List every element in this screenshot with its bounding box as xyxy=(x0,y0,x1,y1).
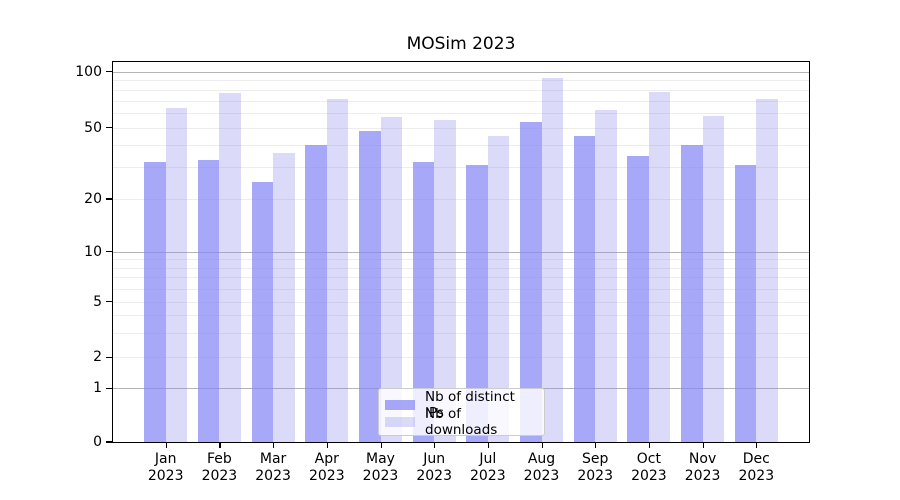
x-tick-mark xyxy=(326,442,328,448)
x-tick-mark xyxy=(595,442,597,448)
grid-line-minor xyxy=(112,277,810,279)
x-tick-label: Apr 2023 xyxy=(308,450,345,484)
x-tick-label: Jun 2023 xyxy=(416,450,452,484)
x-tick-label: Dec 2023 xyxy=(738,450,775,484)
bar-downloads xyxy=(380,117,402,443)
bar-downloads xyxy=(273,153,295,443)
y-tick-mark xyxy=(106,387,112,389)
grid-line-minor xyxy=(112,259,810,261)
legend-swatch-distinct-ips xyxy=(385,400,415,410)
bar-downloads xyxy=(487,135,510,443)
bar-downloads xyxy=(219,92,241,443)
bar-distinct-ips xyxy=(359,130,381,443)
x-tick-label: Oct 2023 xyxy=(631,450,667,484)
y-tick-mark xyxy=(106,198,112,200)
bar-distinct-ips xyxy=(144,162,166,443)
x-tick-mark xyxy=(648,442,651,448)
bar-distinct-ips xyxy=(627,155,649,443)
y-tick-mark xyxy=(106,301,112,303)
bar-distinct-ips xyxy=(734,164,757,443)
y-tick-label: 5 xyxy=(93,293,102,310)
bar-downloads xyxy=(702,115,725,443)
y-tick-label: 2 xyxy=(93,349,102,366)
legend-label-downloads: Nb of downloads xyxy=(425,406,498,438)
grid-line-major xyxy=(112,71,810,73)
bar-downloads xyxy=(541,77,563,443)
grid-line-major xyxy=(112,251,810,253)
y-tick-label: 50 xyxy=(84,119,102,136)
grid-line-minor xyxy=(112,199,810,200)
bar-distinct-ips xyxy=(466,164,488,443)
y-tick-label: 0 xyxy=(93,434,102,450)
x-tick-label: Sep 2023 xyxy=(577,450,613,484)
bar-distinct-ips xyxy=(251,181,274,443)
grid-line-minor xyxy=(112,113,810,114)
grid-line-minor xyxy=(112,267,810,269)
grid-line-minor xyxy=(112,301,810,303)
grid-line-minor xyxy=(112,145,810,147)
chart-title: MOSim 2023 xyxy=(406,34,516,54)
bar-distinct-ips xyxy=(412,162,435,443)
y-tick-label: 20 xyxy=(84,191,102,207)
grid-line-minor xyxy=(112,167,810,169)
bar-distinct-ips xyxy=(573,135,596,443)
y-tick-mark xyxy=(106,356,112,358)
grid-line-minor xyxy=(112,357,810,359)
x-tick-label: May 2023 xyxy=(362,450,399,484)
grid-line-minor xyxy=(112,100,810,102)
bar-downloads xyxy=(326,99,349,443)
grid-line-minor xyxy=(112,89,810,91)
x-tick-mark xyxy=(756,442,758,448)
y-tick-mark xyxy=(106,251,112,253)
bar-distinct-ips xyxy=(197,160,220,443)
bar-downloads xyxy=(756,99,778,443)
x-tick-label: Aug 2023 xyxy=(523,450,560,484)
y-tick-label: 1 xyxy=(93,380,102,397)
x-tick-mark xyxy=(165,442,167,448)
x-tick-mark xyxy=(487,442,489,448)
x-tick-mark xyxy=(434,442,436,448)
grid-line-minor xyxy=(112,127,810,129)
x-tick-mark xyxy=(273,442,275,448)
y-tick-mark xyxy=(106,71,112,73)
bar-downloads xyxy=(595,110,617,443)
grid-line-minor xyxy=(112,315,810,317)
legend: Nb of distinct IPs Nb of downloads xyxy=(378,388,545,438)
x-tick-mark xyxy=(219,442,221,448)
grid-line-minor xyxy=(112,332,810,334)
x-tick-label: Feb 2023 xyxy=(201,450,238,484)
bar-downloads xyxy=(434,120,456,443)
x-tick-mark xyxy=(702,442,704,448)
grid-line-minor xyxy=(112,80,810,82)
x-tick-label: Jul 2023 xyxy=(469,450,506,484)
legend-item-downloads: Nb of downloads xyxy=(385,406,536,438)
grid-line-minor xyxy=(112,288,810,290)
legend-swatch-downloads xyxy=(385,417,415,427)
legend-label-distinct-ips: Nb of distinct IPs xyxy=(425,389,515,421)
bar-distinct-ips xyxy=(520,121,542,443)
x-tick-mark xyxy=(380,442,382,448)
y-tick-mark xyxy=(106,127,112,129)
x-tick-mark xyxy=(541,442,543,448)
y-tick-mark xyxy=(106,441,112,443)
bar-distinct-ips xyxy=(681,145,703,443)
legend-item-distinct-ips: Nb of distinct IPs xyxy=(385,389,536,421)
bar-downloads xyxy=(165,107,188,443)
x-tick-label: Jan 2023 xyxy=(147,450,184,484)
bar-downloads xyxy=(648,91,671,443)
y-tick-label: 100 xyxy=(75,63,102,80)
bar-distinct-ips xyxy=(305,145,327,443)
x-tick-label: Nov 2023 xyxy=(684,450,721,484)
y-tick-label: 10 xyxy=(84,243,102,260)
x-tick-label: Mar 2023 xyxy=(255,450,291,484)
